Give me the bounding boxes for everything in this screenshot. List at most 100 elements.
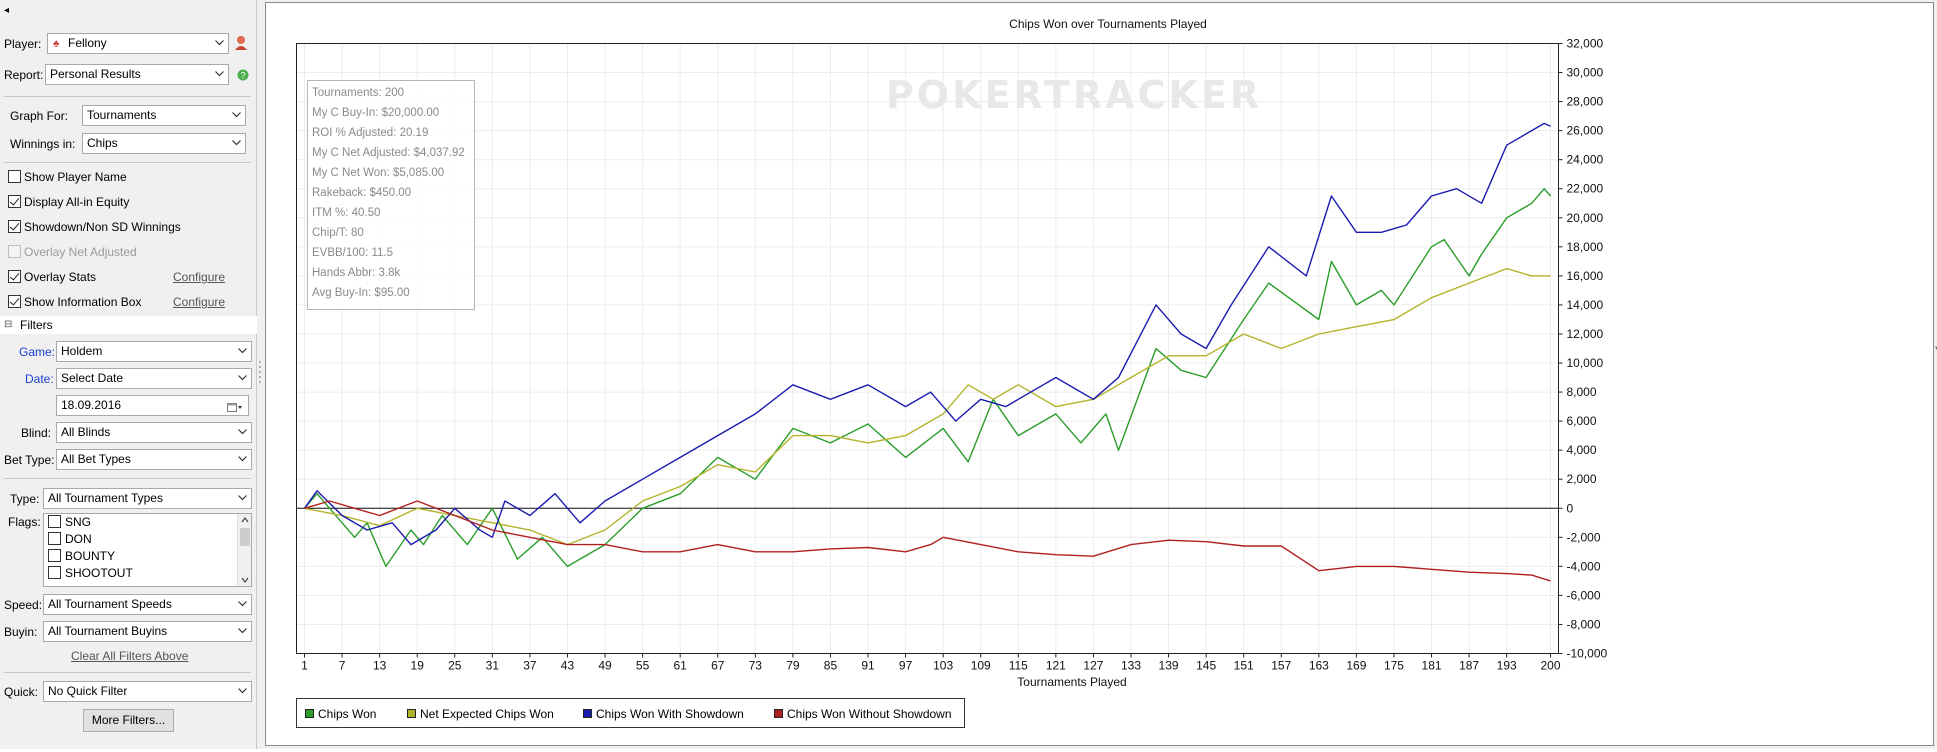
date-picker-input[interactable]: 18.09.2016 [56,395,249,416]
left-panel: ◂ Player: ♠ Fellony Report: Personal Res… [0,0,257,749]
chart[interactable]: Chips Won over Tournaments Played POKERT… [266,3,1935,747]
legend-swatch [583,709,592,718]
y-tick-label: -6,000 [1567,588,1601,602]
speed-select[interactable]: All Tournament Speeds [43,594,252,615]
bet-type-select[interactable]: All Bet Types [56,449,252,470]
more-filters-button[interactable]: More Filters... [83,709,174,732]
date-select-value: Select Date [61,371,124,385]
y-tick-label: 14,000 [1567,298,1604,312]
buyin-label: Buyin: [4,625,38,639]
blind-value: All Blinds [61,425,111,439]
report-label: Report: [4,68,44,82]
list-item-label: BOUNTY [65,549,116,563]
info-line: Rakeback: $450.00 [312,187,412,199]
graph-frame: Chips Won over Tournaments Played POKERT… [265,2,1934,746]
x-tick-label: 103 [933,659,953,673]
x-tick-label: 25 [448,659,462,673]
buyin-select[interactable]: All Tournament Buyins [43,621,252,642]
side-marker: * [1935,344,1937,356]
listbox-scrollbar[interactable] [237,514,251,586]
chevron-down-icon [232,134,241,146]
date-select[interactable]: Select Date [56,368,252,389]
checkbox-box [8,220,21,233]
user-icon[interactable] [234,35,248,51]
separator [4,478,251,479]
x-tick-label: 43 [561,659,575,673]
legend-item[interactable]: Net Expected Chips Won [407,707,554,721]
showdown-winnings-checkbox[interactable]: Showdown/Non SD Winnings [8,220,181,236]
list-item[interactable]: SHOOTOUT [44,565,251,582]
checkbox-box [48,566,61,579]
legend-item[interactable]: Chips Won [305,707,376,721]
x-tick-label: 1 [301,659,308,673]
overlay-net-adjusted-checkbox: Overlay Net Adjusted [8,245,137,261]
chevron-down-icon [238,595,247,607]
x-tick-label: 91 [861,659,875,673]
configure-overlay-stats-link[interactable]: Configure [173,270,226,284]
info-line: My C Net Won: $5,085.00 [312,167,445,179]
flags-listbox[interactable]: SNG DON BOUNTY SHOOTOUT [43,513,252,587]
list-item[interactable]: SNG [44,514,251,531]
filters-header[interactable]: ⊟ Filters [0,316,257,334]
x-tick-label: 193 [1497,659,1517,673]
calendar-icon[interactable] [227,400,243,415]
panel-splitter[interactable] [257,0,263,749]
quick-filter-select[interactable]: No Quick Filter [43,681,252,702]
legend-label: Net Expected Chips Won [420,707,554,721]
list-item-label: SHOOTOUT [65,566,133,580]
checkbox-box [8,245,21,258]
information-box: Tournaments: 200 My C Buy-In: $20,000.00… [307,80,475,310]
list-item[interactable]: DON [44,531,251,548]
speed-label: Speed: [4,598,43,612]
legend-item[interactable]: Chips Won Without Showdown [774,707,952,721]
info-line: Chip/T: 80 [312,227,364,239]
y-tick-label: 8,000 [1567,385,1597,399]
player-select[interactable]: ♠ Fellony [47,33,229,54]
collapse-panel-icon[interactable]: ◂ [4,5,10,16]
y-tick-label: 26,000 [1567,124,1604,138]
info-line: Avg Buy-In: $95.00 [312,287,410,299]
date-picker-value: 18.09.2016 [61,398,122,412]
chevron-down-icon [238,682,247,694]
x-tick-label: 61 [673,659,687,673]
y-tick-label: 30,000 [1567,66,1604,80]
x-tick-label: 163 [1309,659,1329,673]
list-item[interactable]: BOUNTY [44,548,251,565]
graph-panel: Chips Won over Tournaments Played POKERT… [263,0,1937,749]
quick-label: Quick: [4,685,39,699]
y-tick-label: -8,000 [1567,617,1601,631]
chevron-down-icon [238,622,247,634]
collapse-icon[interactable]: ⊟ [4,319,13,330]
display-all-in-equity-checkbox[interactable]: Display All-in Equity [8,195,129,211]
x-tick-label: 67 [711,659,725,673]
x-tick-label: 187 [1459,659,1479,673]
legend-item[interactable]: Chips Won With Showdown [583,707,744,721]
grid-lines [296,43,1559,654]
x-tick-label: 175 [1384,659,1404,673]
x-tick-label: 55 [636,659,650,673]
configure-information-box-link[interactable]: Configure [173,295,226,309]
graph-for-select[interactable]: Tournaments [82,105,246,126]
show-player-name-checkbox[interactable]: Show Player Name [8,170,127,186]
series-line-chips-won-without-showdown [304,500,1551,582]
winnings-in-select[interactable]: Chips [82,133,246,154]
report-select[interactable]: Personal Results [45,64,229,85]
overlay-stats-checkbox[interactable]: Overlay Stats [8,270,96,286]
y-tick-label: 22,000 [1567,182,1604,196]
help-icon[interactable]: ? [237,69,249,84]
info-line: My C Buy-In: $20,000.00 [312,107,440,119]
checkbox-label: Show Player Name [24,170,127,184]
y-axis: -10,000 -8,000 -6,000 -4,000 -2,000 0 2,000 4,0… [1558,37,1608,661]
show-information-box-checkbox[interactable]: Show Information Box [8,295,141,311]
blind-select[interactable]: All Blinds [56,422,252,443]
series-layer [303,122,1552,582]
y-tick-label: 18,000 [1567,240,1604,254]
checkbox-label: Overlay Stats [24,270,97,284]
tournament-type-select[interactable]: All Tournament Types [43,488,252,509]
y-tick-label: -4,000 [1567,559,1601,573]
series-line-chips-won-with-showdown [303,122,1551,546]
buyin-value: All Tournament Buyins [48,624,168,638]
clear-filters-link[interactable]: Clear All Filters Above [71,649,189,663]
checkbox-label: Showdown/Non SD Winnings [24,220,181,234]
game-select[interactable]: Holdem [56,341,252,362]
